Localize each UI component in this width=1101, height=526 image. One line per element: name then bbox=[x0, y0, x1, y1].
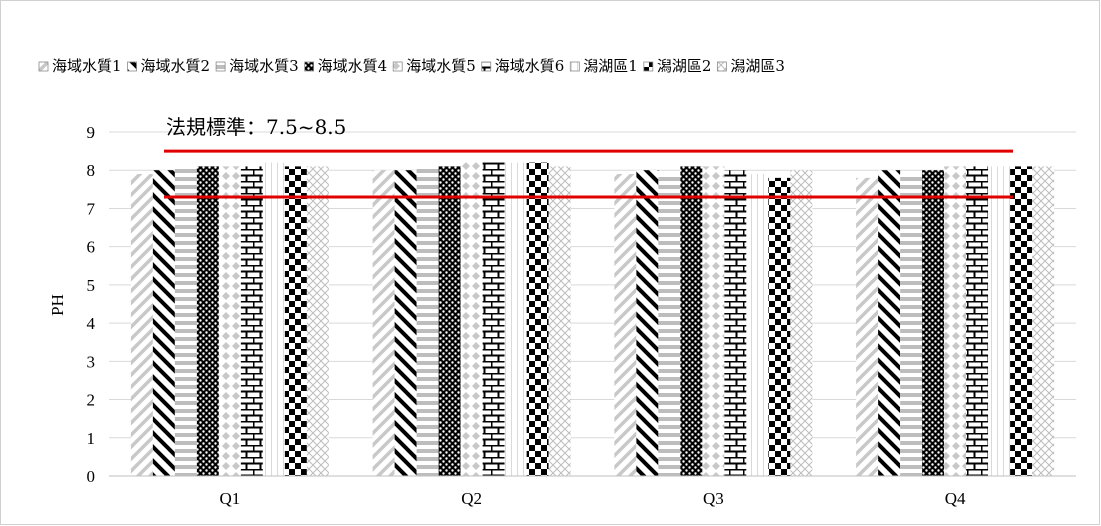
bar-Q4-8 bbox=[1010, 166, 1033, 476]
legend-label: 海域水質3 bbox=[229, 57, 299, 75]
bar-Q2-9 bbox=[548, 166, 571, 476]
bar-Q3-9 bbox=[790, 170, 813, 476]
legend-label: 海域水質2 bbox=[141, 57, 211, 75]
y-tick-label: 0 bbox=[87, 467, 96, 486]
bar-Q1-9 bbox=[306, 166, 329, 476]
bar-Q1-3 bbox=[174, 166, 197, 476]
bars bbox=[130, 162, 1055, 477]
legend-label: 海域水質1 bbox=[52, 57, 122, 75]
bar-Q2-1 bbox=[372, 170, 395, 476]
bar-Q4-1 bbox=[856, 177, 879, 476]
legend-label: 海域水質5 bbox=[406, 57, 476, 75]
legend-label: 潟湖區1 bbox=[583, 57, 638, 75]
y-tick-label: 9 bbox=[87, 123, 96, 142]
legend-swatch bbox=[643, 61, 654, 72]
legend-swatch bbox=[127, 61, 137, 72]
y-tick-label: 1 bbox=[87, 429, 96, 448]
bar-Q2-8 bbox=[526, 162, 549, 477]
bar-Q1-5 bbox=[218, 166, 241, 476]
bar-Q1-1 bbox=[130, 174, 153, 477]
axes: 0 1 2 3 4 5 6 7 8 9 Q1 Q2 Q3 Q4 bbox=[87, 123, 1076, 508]
bar-Q4-6 bbox=[966, 166, 989, 476]
bar-Q3-3 bbox=[658, 174, 681, 477]
bar-Q3-5 bbox=[702, 166, 725, 476]
legend-swatch bbox=[304, 61, 315, 72]
legend-swatch bbox=[481, 61, 492, 72]
bar-Q2-2 bbox=[394, 170, 417, 476]
y-tick-label: 2 bbox=[87, 391, 96, 410]
bar-Q2-6 bbox=[482, 162, 505, 477]
bar-Q3-8 bbox=[768, 177, 791, 476]
bar-Q4-7 bbox=[988, 166, 1011, 476]
legend-swatch bbox=[569, 61, 580, 72]
y-tick-label: 8 bbox=[87, 161, 96, 180]
bar-Q1-6 bbox=[240, 166, 263, 476]
bar-Q2-7 bbox=[504, 162, 527, 477]
legend-label: 海域水質4 bbox=[318, 57, 388, 75]
legend: 海域水質1 海域水質2 海域水質3 海域水質4 海域水質5 海域水質6 潟湖區1 潟湖區2 潟湖… bbox=[38, 57, 785, 75]
y-tick-label: 7 bbox=[87, 199, 96, 218]
legend-label: 海域水質6 bbox=[495, 57, 565, 75]
y-tick-label: 6 bbox=[87, 238, 96, 257]
bar-Q1-8 bbox=[284, 166, 307, 476]
y-tick-label: 5 bbox=[87, 276, 96, 295]
bar-Q1-2 bbox=[152, 170, 175, 476]
bar-Q3-7 bbox=[746, 174, 769, 477]
bar-Q3-1 bbox=[614, 174, 637, 477]
legend-swatch bbox=[392, 61, 403, 72]
bar-Q4-9 bbox=[1032, 166, 1055, 476]
y-tick-label: 3 bbox=[87, 352, 96, 371]
bar-Q1-7 bbox=[262, 162, 285, 477]
legend-swatch bbox=[215, 61, 226, 72]
reference-lines bbox=[164, 149, 1013, 199]
x-tick-label: Q1 bbox=[219, 489, 240, 508]
legend-swatch bbox=[716, 61, 727, 72]
bar-Q3-4 bbox=[680, 166, 703, 476]
bar-Q4-2 bbox=[878, 170, 901, 476]
y-axis-title: PH bbox=[48, 294, 67, 316]
legend-swatch bbox=[38, 61, 49, 72]
legend-label: 潟湖區3 bbox=[730, 57, 785, 75]
x-tick-label: Q4 bbox=[945, 489, 966, 508]
bar-Q4-5 bbox=[944, 166, 967, 476]
bar-Q4-4 bbox=[922, 170, 945, 476]
bar-Q2-4 bbox=[438, 166, 461, 476]
x-tick-label: Q3 bbox=[703, 489, 724, 508]
bar-Q3-6 bbox=[724, 170, 747, 476]
x-tick-label: Q2 bbox=[461, 489, 482, 508]
bar-Q2-3 bbox=[416, 166, 439, 476]
standard-annotation: 法規標準：7.5~8.5 bbox=[166, 115, 346, 139]
legend-label: 潟湖區2 bbox=[657, 57, 712, 75]
y-tick-label: 4 bbox=[87, 314, 96, 333]
bar-Q3-2 bbox=[636, 170, 659, 476]
bar-Q2-5 bbox=[460, 162, 483, 477]
bar-Q1-4 bbox=[196, 166, 219, 476]
bar-Q4-3 bbox=[900, 174, 923, 477]
